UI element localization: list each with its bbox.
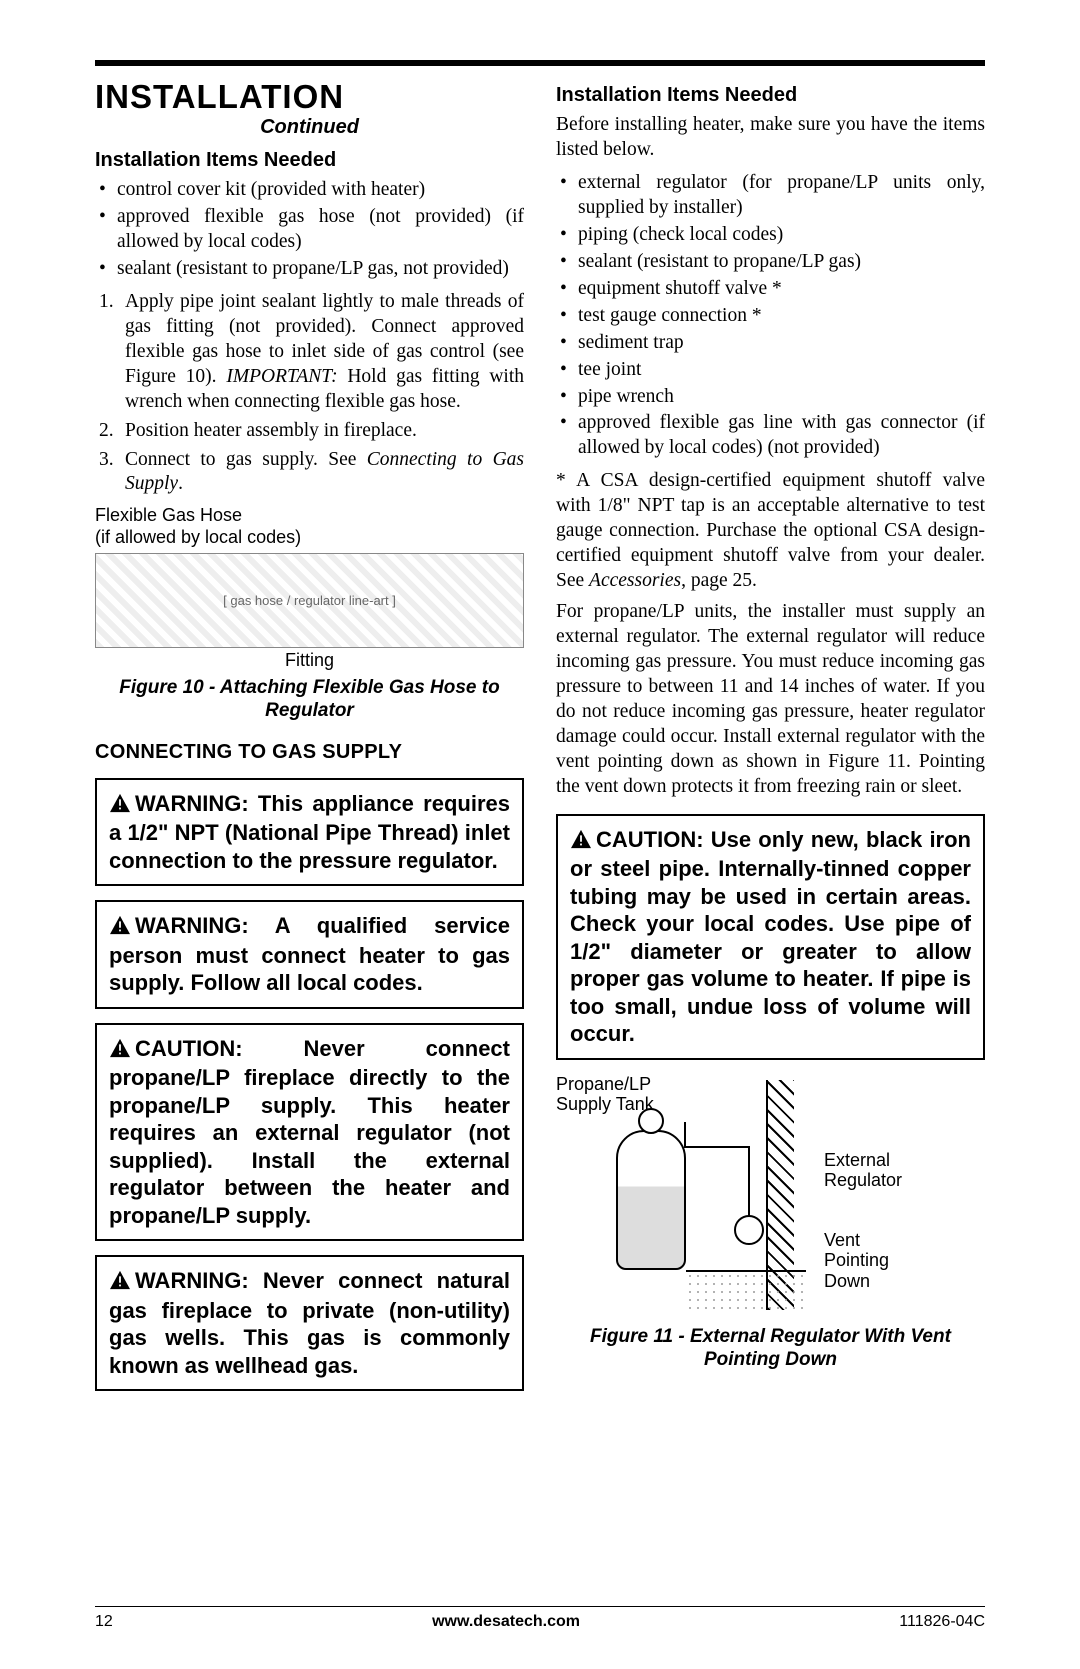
list-item: tee joint [556,358,985,383]
step-text: . [178,473,183,494]
list-item: sealant (resistant to propane/LP gas, no… [95,257,524,282]
figure11-caption: Figure 11 - External Regulator With Vent… [556,1326,985,1372]
content-columns: INSTALLATION Continued Installation Item… [95,78,985,1391]
caution-box-2: CAUTION: Use only new, black iron or ste… [556,814,985,1060]
list-item: control cover kit (provided with heater) [95,178,524,203]
warning-icon [570,828,592,856]
step-item: Position heater assembly in fireplace. [95,419,524,444]
figure10-fitting-label: Fitting [95,650,524,672]
page-number: 12 [95,1613,113,1631]
list-item: pipe wrench [556,385,985,410]
warning-text: WARNING: Never connect natural gas firep… [109,1268,510,1378]
figure10-label-line2: (if allowed by local codes) [95,527,524,549]
note-text: , page 25. [681,570,757,591]
step-item: Apply pipe joint sealant lightly to male… [95,290,524,415]
right-bullets: external regulator (for propane/LP units… [556,171,985,461]
step-text: Connect to gas supply. See [125,449,367,470]
list-item: external regulator (for propane/LP units… [556,171,985,221]
important-label: IMPORTANT: [226,366,337,387]
figure10-label-line1: Flexible Gas Hose [95,505,524,527]
list-item: approved flexible gas hose (not provided… [95,205,524,255]
footer-url: www.desatech.com [432,1613,580,1631]
connecting-heading: CONNECTING TO GAS SUPPLY [95,741,524,764]
warning-icon [109,1037,131,1065]
left-steps: Apply pipe joint sealant lightly to male… [95,290,524,498]
tank-cap-shape [638,1108,664,1134]
figure11-tank-label: Propane/LP Supply Tank [556,1074,654,1115]
warning-text: WARNING: A qualified service person must… [109,913,510,995]
step-item: Connect to gas supply. See Connecting to… [95,448,524,498]
warning-icon [109,1269,131,1297]
pipe-shape [684,1122,686,1146]
figure10-label: Flexible Gas Hose (if allowed by local c… [95,505,524,548]
warning-box-3: WARNING: Never connect natural gas firep… [95,1255,524,1391]
figure10-caption: Figure 10 - Attaching Flexible Gas Hose … [95,677,524,723]
right-column: Installation Items Needed Before install… [556,78,985,1391]
warning-icon [109,914,131,942]
note-crossref: Accessories [589,570,681,591]
list-item: piping (check local codes) [556,223,985,248]
top-rule [95,60,985,66]
right-items-heading: Installation Items Needed [556,84,985,107]
warning-box-2: WARNING: A qualified service person must… [95,900,524,1009]
page-title: INSTALLATION [95,78,524,116]
regulator-shape [734,1215,764,1245]
figure11-vent-label: Vent Pointing Down [824,1230,889,1292]
list-item: test gauge connection * [556,304,985,329]
left-bullets: control cover kit (provided with heater)… [95,178,524,282]
warning-text: WARNING: This appliance requires a 1/2" … [109,791,510,873]
continued-label: Continued [95,116,524,139]
list-item: approved flexible gas line with gas conn… [556,411,985,461]
caution-text: CAUTION: Never connect propane/LP firepl… [109,1036,510,1228]
external-regulator-paragraph: For propane/LP units, the installer must… [556,600,985,800]
list-item: equipment shutoff valve * [556,277,985,302]
pipe-shape [748,1146,750,1216]
list-item: sediment trap [556,331,985,356]
warning-icon [109,792,131,820]
caution-box-1: CAUTION: Never connect propane/LP firepl… [95,1023,524,1242]
figure11-image: Propane/LP Supply Tank External Regulato… [556,1070,985,1320]
right-intro: Before installing heater, make sure you … [556,113,985,163]
tank-shape [616,1130,686,1270]
list-item: sealant (resistant to propane/LP gas) [556,250,985,275]
page-footer: 12 www.desatech.com 111826-04C [95,1606,985,1631]
caution-text: CAUTION: Use only new, black iron or ste… [570,827,971,1047]
csa-note: * A CSA design-certified equipment shuto… [556,469,985,594]
figure10-image: [ gas hose / regulator line-art ] [95,553,524,648]
left-column: INSTALLATION Continued Installation Item… [95,78,524,1391]
pipe-shape [684,1146,750,1148]
ground-shape [686,1270,806,1310]
document-number: 111826-04C [899,1613,985,1631]
figure11-regulator-label: External Regulator [824,1150,902,1191]
warning-box-1: WARNING: This appliance requires a 1/2" … [95,778,524,887]
left-items-heading: Installation Items Needed [95,149,524,172]
